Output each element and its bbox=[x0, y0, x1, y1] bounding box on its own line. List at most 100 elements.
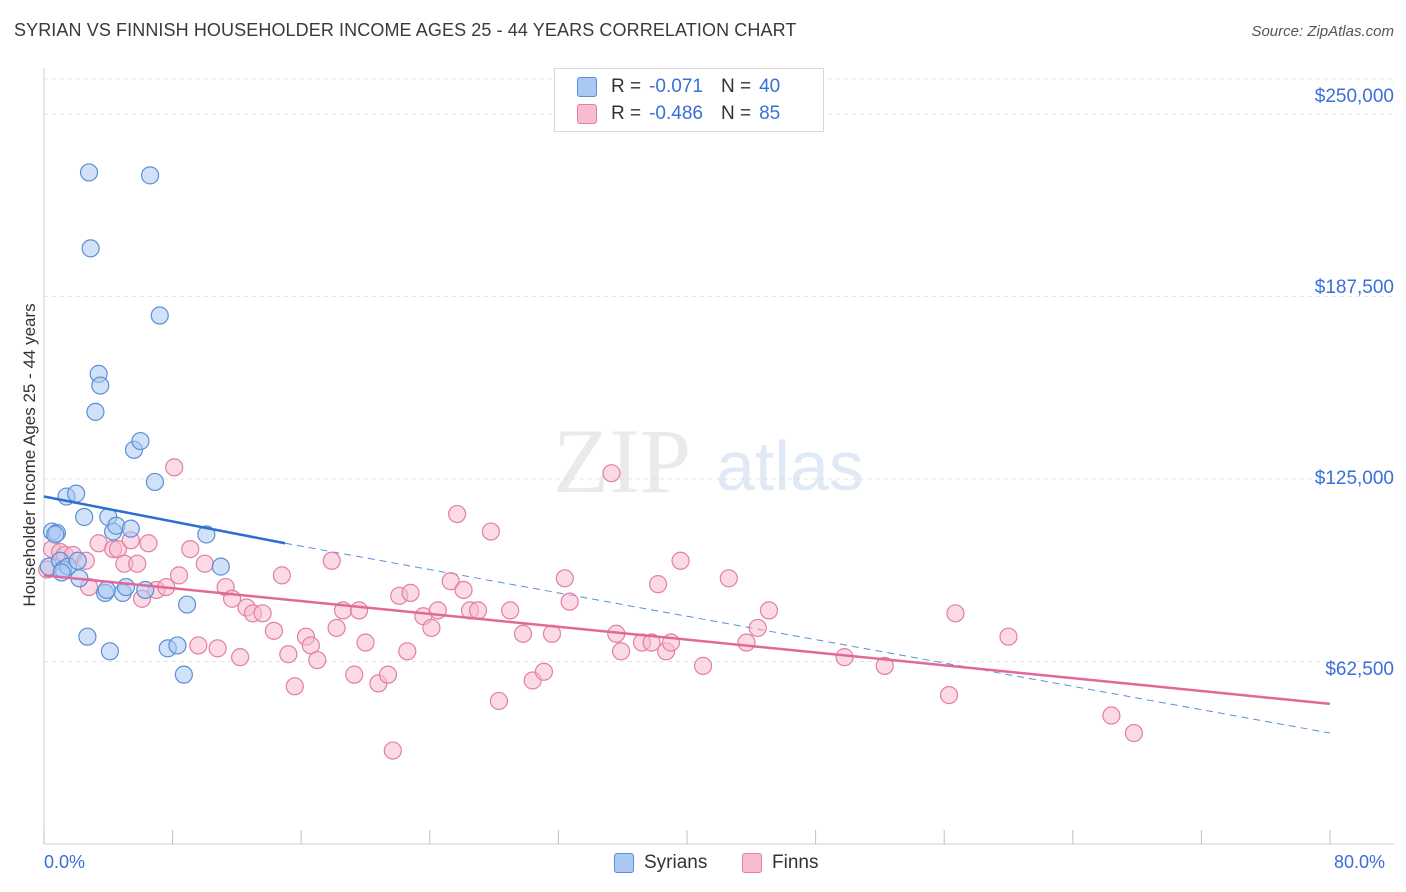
finns-point bbox=[272, 566, 292, 585]
finns-point bbox=[759, 601, 779, 620]
y-axis-label: Householder Income Ages 25 - 44 years bbox=[20, 303, 39, 607]
finns-point bbox=[208, 639, 227, 658]
correlation-legend: R = -0.071 N = 40 R = -0.486 N = 85 bbox=[554, 68, 824, 132]
finns-point bbox=[378, 665, 398, 684]
finns-point bbox=[139, 534, 158, 553]
finns-point bbox=[999, 627, 1018, 646]
legend-r-value: -0.071 bbox=[649, 76, 703, 97]
finns-point bbox=[719, 569, 738, 588]
syrians-points bbox=[39, 163, 230, 684]
syrians-point bbox=[145, 472, 165, 492]
legend-label-finns: Finns bbox=[772, 852, 819, 873]
source-label: Source: ZipAtlas.com bbox=[1251, 23, 1394, 40]
y-tick-label-125000: $125,000 bbox=[1314, 468, 1394, 489]
trend-lines bbox=[43, 495, 1331, 706]
legend-swatch-syrians bbox=[577, 77, 597, 97]
syrians-point bbox=[197, 525, 216, 544]
finns-point bbox=[401, 583, 420, 602]
watermark-zip: ZIP bbox=[553, 410, 691, 512]
grid-lines bbox=[44, 78, 1394, 663]
syrians-point bbox=[150, 306, 169, 325]
finns-point bbox=[279, 645, 298, 664]
finns-point bbox=[513, 624, 533, 643]
syrians-point bbox=[211, 557, 230, 576]
legend-item-finns[interactable]: Finns bbox=[742, 852, 818, 874]
finns-point bbox=[642, 633, 661, 652]
syrians-point bbox=[81, 239, 100, 258]
finns-points bbox=[38, 458, 1143, 760]
finns-point bbox=[648, 575, 668, 594]
legend-row-finns: R = -0.486 N = 85 bbox=[577, 102, 780, 126]
finns-point bbox=[454, 580, 473, 600]
legend-n-label: N = bbox=[720, 103, 752, 124]
syrians-point bbox=[79, 163, 99, 182]
syrians-point bbox=[67, 484, 86, 503]
syrians-point bbox=[168, 636, 187, 655]
finns-point bbox=[939, 685, 959, 705]
finns-point bbox=[501, 601, 520, 620]
finns-point bbox=[489, 691, 509, 711]
legend-swatch-syrians bbox=[614, 853, 634, 873]
finns-point bbox=[165, 458, 184, 477]
syrians-trend-extension bbox=[285, 542, 1331, 734]
syrians-point bbox=[116, 577, 136, 597]
syrians-trend-dashed bbox=[285, 542, 1331, 734]
finns-point bbox=[441, 572, 460, 591]
y-tick-label-250000: $250,000 bbox=[1314, 86, 1394, 107]
syrians-trend-line bbox=[43, 495, 286, 545]
syrians-point bbox=[91, 376, 110, 395]
chart-title: SYRIAN VS FINNISH HOUSEHOLDER INCOME AGE… bbox=[14, 20, 797, 40]
finns-point bbox=[383, 741, 402, 760]
finns-point bbox=[671, 551, 690, 570]
finns-point bbox=[195, 554, 214, 573]
finns-point bbox=[693, 656, 713, 675]
finns-point bbox=[264, 621, 283, 640]
finns-point bbox=[875, 656, 894, 675]
finns-point bbox=[602, 464, 621, 483]
series-legend: Syrians Finns bbox=[0, 852, 1406, 876]
finns-point bbox=[327, 618, 346, 638]
finns-point bbox=[468, 601, 488, 620]
legend-n-value: 40 bbox=[759, 76, 781, 97]
finns-point bbox=[169, 566, 189, 585]
finns-point bbox=[285, 677, 304, 696]
finns-point bbox=[946, 604, 965, 623]
finns-point bbox=[322, 551, 341, 570]
finns-point bbox=[398, 642, 417, 661]
legend-row-syrians: R = -0.071 N = 40 bbox=[577, 75, 780, 99]
syrians-point bbox=[174, 665, 193, 684]
finns-point bbox=[555, 569, 574, 588]
finns-point bbox=[253, 604, 272, 623]
finns-point bbox=[308, 650, 327, 670]
legend-r-label: R = bbox=[611, 103, 642, 124]
legend-r-value: -0.486 bbox=[649, 103, 703, 124]
legend-swatch-finns bbox=[577, 104, 597, 124]
finns-point bbox=[349, 601, 369, 620]
y-tick-label-187500: $187,500 bbox=[1314, 277, 1394, 298]
y-tick-label-62500: $62,500 bbox=[1325, 659, 1394, 680]
finns-point bbox=[448, 504, 467, 524]
watermark-atlas: atlas bbox=[716, 427, 864, 505]
syrians-point bbox=[86, 402, 105, 421]
finns-point bbox=[128, 554, 147, 573]
legend-swatch-finns bbox=[742, 853, 762, 873]
syrians-point bbox=[68, 551, 87, 570]
legend-label-syrians: Syrians bbox=[644, 852, 708, 873]
legend-n-value: 85 bbox=[759, 103, 781, 124]
watermark: ZIP atlas bbox=[553, 410, 864, 512]
finns-point bbox=[560, 592, 579, 611]
syrians-point bbox=[100, 642, 120, 661]
finns-point bbox=[189, 636, 208, 655]
x-tick-label-max: 80.0% bbox=[1334, 852, 1386, 872]
finns-point bbox=[181, 539, 200, 559]
legend-r-label: R = bbox=[611, 76, 642, 97]
syrians-point bbox=[177, 595, 197, 614]
syrians-point bbox=[75, 507, 94, 527]
syrians-point bbox=[78, 627, 97, 646]
syrians-point bbox=[131, 431, 150, 451]
finns-point bbox=[737, 633, 756, 652]
legend-item-syrians[interactable]: Syrians bbox=[614, 852, 707, 874]
axes bbox=[43, 68, 1394, 845]
finns-trend-line bbox=[43, 574, 1331, 706]
